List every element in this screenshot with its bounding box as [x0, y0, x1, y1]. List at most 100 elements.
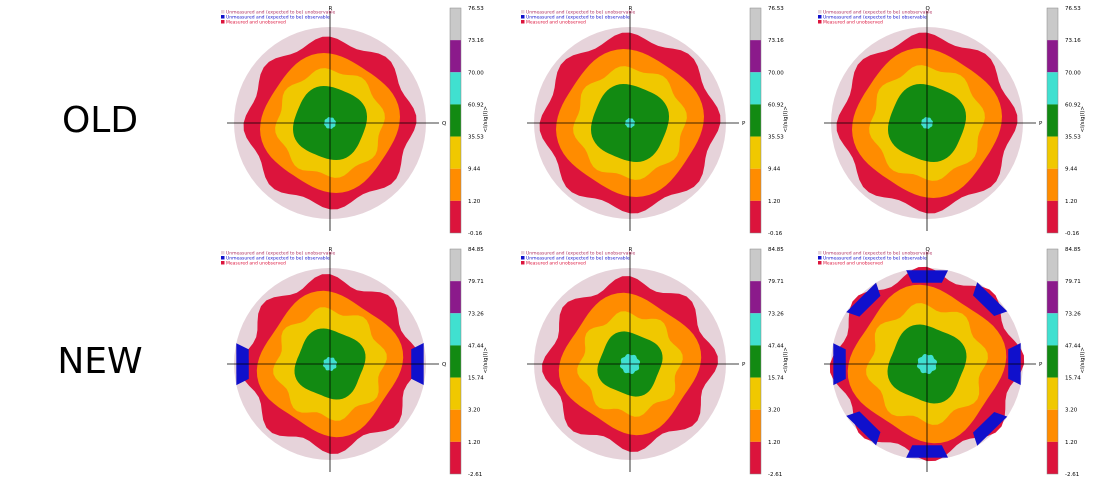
colorbar-tick-label: 76.53: [468, 6, 484, 12]
row-label-old: OLD: [61, 100, 139, 141]
colorbar-unit-label: <I/sig(I)>: [1080, 347, 1086, 374]
colorbar-segment-3: [750, 104, 761, 137]
legend-swatch-1: [521, 251, 525, 255]
legend-swatch-2: [221, 256, 225, 260]
colorbar-segment-4: [450, 377, 461, 410]
colorbar-tick-label: 15.74: [1065, 376, 1081, 382]
colorbar-segment-0: [750, 8, 761, 41]
legend-swatch-3: [521, 261, 525, 265]
colorbar-segment-2: [750, 72, 761, 105]
legend-item-1: Unmeasured and (expected to be) unobserv…: [823, 10, 933, 16]
colorbar-segment-4: [750, 136, 761, 169]
colorbar-segment-1: [750, 281, 761, 314]
legend-swatch-2: [818, 256, 822, 260]
colorbar-tick-label: 73.16: [768, 38, 784, 44]
legend-item-2: Unmeasured and (expected to be) observab…: [823, 15, 927, 21]
axis-label-top: R: [329, 6, 333, 12]
observable-region: [846, 282, 881, 317]
colorbar-tick-label: 79.71: [1065, 279, 1081, 285]
colorbar-frame: [1046, 7, 1059, 234]
colorbar-tick-label: 79.71: [468, 279, 484, 285]
colorbar-tick-label: 9.44: [1065, 167, 1078, 173]
colorbar-unit-label: <I/sig(I)>: [483, 347, 489, 374]
colorbar-segment-5: [450, 168, 461, 201]
colorbar-tick-label: -0.16: [768, 231, 783, 237]
observable-region: [846, 411, 881, 446]
colorbar-segment-0: [450, 249, 461, 282]
colorbar-unit-label: <I/sig(I)>: [1080, 106, 1086, 133]
colorbar-segment-6: [750, 441, 761, 474]
axis-label-right: P: [742, 121, 746, 127]
legend-item-3: Measured and unobserved: [526, 261, 586, 267]
colorbar-tick-label: 9.44: [468, 167, 481, 173]
legend-swatch-1: [521, 10, 525, 14]
legend-swatch-3: [521, 20, 525, 24]
colorbar-tick-label: 1.20: [1065, 199, 1078, 205]
legend-swatch-3: [221, 261, 225, 265]
colorbar-segment-0: [1047, 8, 1058, 41]
colorbar-tick-label: 79.71: [768, 279, 784, 285]
colorbar-segment-1: [1047, 281, 1058, 314]
colorbar-segment-6: [450, 441, 461, 474]
colorbar-segment-4: [450, 136, 461, 169]
observable-region: [972, 282, 1008, 317]
colorbar-tick-label: 70.00: [768, 70, 784, 76]
legend-swatch-3: [818, 261, 822, 265]
colorbar-segment-6: [750, 200, 761, 233]
legend-item-3: Measured and unobserved: [526, 20, 586, 26]
colorbar-segment-5: [1047, 409, 1058, 442]
colorbar-tick-label: 47.44: [1065, 343, 1081, 349]
colorbar-tick-label: 35.53: [468, 135, 484, 141]
colorbar-segment-5: [750, 409, 761, 442]
row-label-new: NEW: [57, 341, 143, 382]
legend-swatch-1: [818, 10, 822, 14]
legend-item-1: Unmeasured and (expected to be) unobserv…: [526, 251, 636, 257]
colorbar-segment-3: [450, 104, 461, 137]
legend-item-1: Unmeasured and (expected to be) unobserv…: [526, 10, 636, 16]
legend-swatch-1: [221, 251, 225, 255]
colorbar-frame: [749, 7, 762, 234]
colorbar-unit-label: <I/sig(I)>: [483, 106, 489, 133]
legend-swatch-3: [221, 20, 225, 24]
panel-r1-c2: Q P Unmeasured and (expected to be) unobse…: [818, 247, 1086, 478]
legend-item-3: Measured and unobserved: [823, 20, 883, 26]
colorbar-frame: [449, 7, 462, 234]
panel-r1-c1: R P Unmeasured and (expected to be) unobse…: [521, 247, 789, 478]
axis-label-right: Q: [442, 121, 447, 127]
observable-region: [972, 411, 1008, 446]
legend-swatch-2: [521, 256, 525, 260]
legend-item-2: Unmeasured and (expected to be) observab…: [526, 256, 630, 262]
colorbar-segment-0: [1047, 249, 1058, 282]
colorbar-tick-label: -2.61: [1065, 472, 1079, 478]
colorbar-tick-label: 35.53: [768, 135, 784, 141]
legend-swatch-1: [818, 251, 822, 255]
colorbar-segment-0: [450, 8, 461, 41]
colorbar-unit-label: <I/sig(I)>: [783, 106, 789, 133]
legend-swatch-2: [521, 15, 525, 19]
colorbar-tick-label: 76.53: [1065, 6, 1081, 12]
colorbar-tick-label: 76.53: [768, 6, 784, 12]
axis-label-right: P: [1039, 121, 1043, 127]
legend-item-1: Unmeasured and (expected to be) unobserv…: [823, 251, 933, 257]
colorbar-segment-3: [750, 345, 761, 378]
panel-r0-c2: Q P Unmeasured and (expected to be) unobse…: [818, 6, 1086, 237]
colorbar-tick-label: 1.20: [768, 440, 781, 446]
legend-item-2: Unmeasured and (expected to be) observab…: [823, 256, 927, 262]
axis-label-top: R: [629, 6, 633, 12]
colorbar-tick-label: 60.92: [468, 102, 484, 108]
axis-label-right: Q: [442, 362, 447, 368]
colorbar-tick-label: 15.74: [468, 376, 484, 382]
colorbar-tick-label: 73.26: [1065, 311, 1081, 317]
colorbar-tick-label: 73.26: [768, 311, 784, 317]
colorbar-tick-label: 47.44: [468, 343, 484, 349]
colorbar-segment-4: [1047, 377, 1058, 410]
colorbar-tick-label: -2.61: [468, 472, 482, 478]
colorbar-tick-label: 73.16: [1065, 38, 1081, 44]
colorbar-segment-6: [1047, 200, 1058, 233]
colorbar-segment-1: [450, 40, 461, 73]
colorbar-segment-4: [1047, 136, 1058, 169]
colorbar-segment-2: [750, 313, 761, 346]
colorbar-tick-label: 70.00: [468, 70, 484, 76]
colorbar-tick-label: 3.20: [768, 408, 781, 414]
colorbar-segment-0: [750, 249, 761, 282]
